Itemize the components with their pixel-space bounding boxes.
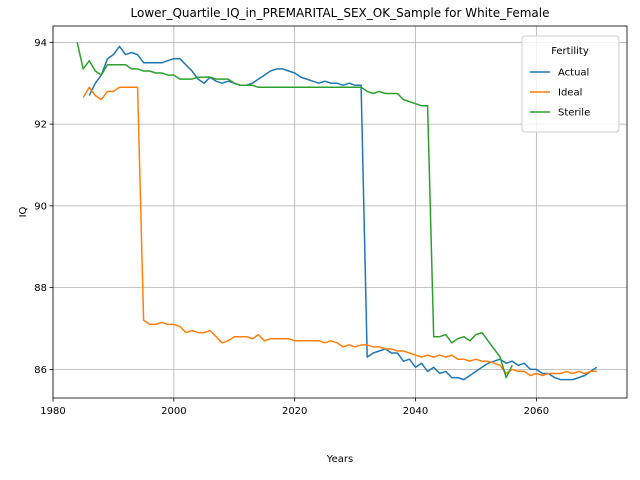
x-tick-label: 2040 — [403, 406, 428, 417]
x-axis-ticks: 1980 2000 2020 2040 2060 — [40, 398, 549, 417]
y-tick-label: 94 — [34, 38, 47, 49]
series-line-actual — [88, 45, 598, 381]
y-tick-label: 92 — [34, 120, 47, 131]
x-tick-label: 2020 — [282, 406, 307, 417]
legend: Fertility Actual Ideal Sterile — [521, 35, 620, 133]
plot-frame — [52, 25, 628, 399]
legend-label-ideal: Ideal — [558, 88, 582, 99]
legend-label-sterile: Sterile — [558, 108, 590, 119]
x-tick-label: 2060 — [524, 406, 549, 417]
series-line-ideal — [82, 86, 597, 377]
y-tick-label: 88 — [34, 283, 47, 294]
series-line-sterile — [76, 42, 513, 379]
y-axis-label: IQ — [18, 206, 29, 217]
x-tick-label: 2000 — [161, 406, 186, 417]
y-axis-ticks: 86 88 90 92 94 — [34, 38, 53, 376]
legend-title: Fertility — [551, 46, 589, 57]
chart-title: Lower_Quartile_IQ_in_PREMARITAL_SEX_OK_S… — [131, 6, 550, 20]
legend-items: Actual Ideal Sterile — [530, 68, 590, 119]
y-tick-label: 86 — [34, 365, 47, 376]
legend-label-actual: Actual — [558, 68, 589, 79]
series-lines — [76, 42, 598, 381]
legend-box — [521, 35, 620, 133]
y-tick-label: 90 — [34, 201, 47, 212]
x-axis-label: Years — [326, 454, 353, 465]
x-tick-label: 1980 — [40, 406, 65, 417]
